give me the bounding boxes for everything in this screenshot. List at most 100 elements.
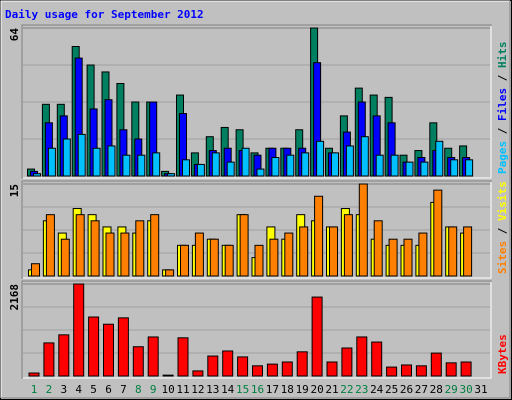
legend-entry: Sites [496, 241, 509, 274]
legend-entry: Pages [496, 141, 509, 174]
bar [345, 145, 354, 177]
x-tick-label: 4 [75, 383, 82, 396]
bar [420, 161, 429, 177]
bar [296, 351, 308, 377]
x-tick-label: 23 [355, 383, 368, 396]
x-tick-label: 31 [474, 383, 487, 396]
x-tick-label: 6 [105, 383, 112, 396]
bar [180, 244, 189, 277]
bar [31, 263, 40, 277]
bar [388, 238, 398, 277]
x-tick-label: 26 [400, 383, 413, 396]
legend-entry: Visits [496, 181, 509, 221]
x-tick-label: 29 [445, 383, 458, 396]
bar [92, 147, 101, 177]
bar [286, 154, 295, 177]
bevel [23, 26, 492, 179]
bar [371, 341, 383, 377]
bar [192, 370, 204, 377]
bar [329, 226, 338, 277]
bar [314, 195, 324, 277]
bar [418, 232, 428, 277]
bar [117, 317, 129, 377]
bar [165, 269, 175, 277]
x-tick-label: 3 [60, 383, 67, 396]
bar [281, 361, 293, 377]
x-tick-label: 27 [415, 383, 428, 396]
bar [343, 214, 353, 277]
x-tick-label: 2 [46, 383, 53, 396]
bar [448, 226, 458, 277]
bar [209, 238, 219, 277]
bar [254, 244, 264, 277]
x-tick-label: 7 [120, 383, 127, 396]
bar [167, 173, 176, 177]
bar [241, 147, 250, 177]
bar [28, 372, 40, 377]
bar [147, 336, 159, 377]
bar [105, 232, 115, 277]
bar [271, 157, 280, 177]
bar [405, 161, 414, 177]
y-tick-label: 2168 [8, 284, 21, 311]
x-tick-label: 16 [251, 383, 264, 396]
bar [403, 238, 413, 277]
bar [135, 220, 145, 277]
x-tick-label: 18 [281, 383, 294, 396]
bar [311, 296, 323, 377]
bar [284, 232, 294, 277]
bar [211, 152, 220, 177]
bar [33, 173, 41, 177]
bar [224, 244, 234, 277]
x-tick-label: 10 [161, 383, 174, 396]
bevel [23, 182, 492, 279]
bar [132, 346, 144, 377]
bevel [23, 282, 492, 379]
bar [45, 214, 55, 277]
bar [196, 163, 205, 177]
x-tick-label: 28 [430, 383, 443, 396]
bar [356, 336, 368, 377]
legend-entry: Files [496, 88, 509, 121]
bar [433, 189, 443, 277]
bar [326, 361, 338, 377]
legend: Sites / Visits [496, 181, 509, 274]
bar [331, 152, 339, 177]
bar [207, 355, 219, 377]
legend-entry: KBytes [496, 334, 509, 374]
x-tick-label: 15 [236, 383, 249, 396]
x-tick-label: 22 [340, 383, 353, 396]
bar [77, 133, 86, 177]
bar [463, 226, 473, 277]
bar [62, 138, 71, 177]
legend-separator: / [496, 121, 509, 141]
x-tick-label: 5 [90, 383, 97, 396]
bar [73, 283, 85, 377]
bar [386, 366, 398, 377]
x-tick-label: 20 [310, 383, 323, 396]
bar [60, 238, 70, 277]
bar [390, 154, 399, 177]
legend: KBytes [496, 334, 509, 374]
chart-title: Daily usage for September 2012 [5, 8, 204, 21]
bar [162, 374, 174, 377]
bar [415, 365, 427, 377]
bar [269, 238, 279, 277]
bar [239, 214, 249, 277]
x-tick-label: 21 [325, 383, 338, 396]
bar [430, 352, 442, 377]
bar [266, 363, 278, 377]
bar [435, 140, 444, 177]
bar [256, 168, 265, 177]
x-tick-label: 24 [370, 383, 384, 396]
bar [360, 136, 369, 177]
bar [47, 147, 56, 177]
bar [222, 350, 234, 377]
bar [182, 159, 190, 177]
bar [194, 232, 204, 277]
bar [90, 220, 100, 277]
bar [299, 226, 309, 277]
bar [445, 362, 457, 377]
